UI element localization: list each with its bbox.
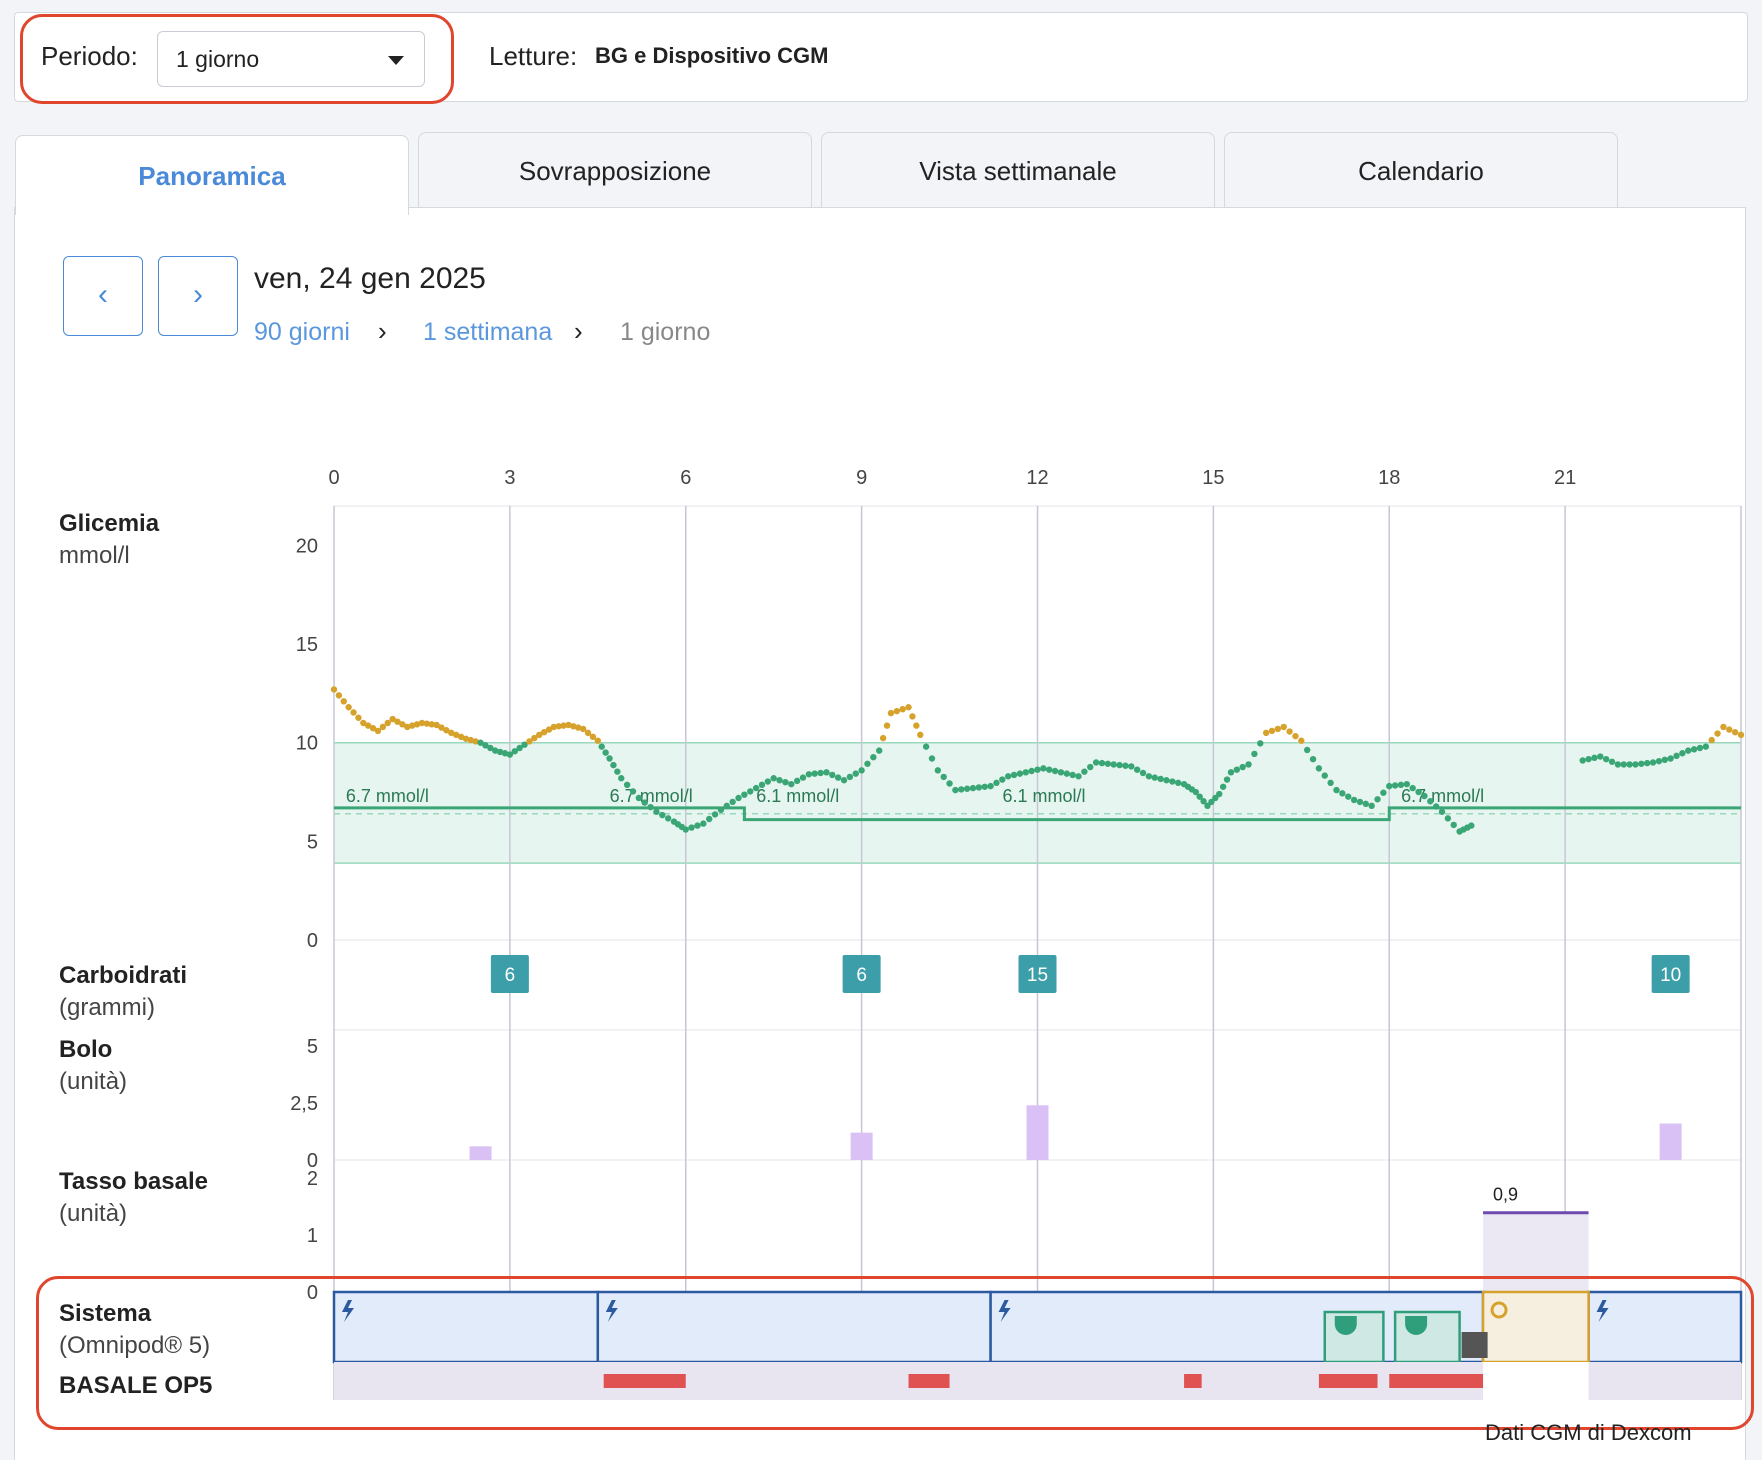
readings-value[interactable]: BG e Dispositivo CGM [595,43,829,68]
breadcrumb-90-days[interactable]: 90 giorni [254,318,350,346]
period-value: 1 giorno [176,46,260,72]
highlight-period [20,14,454,104]
filter-bar: Periodo: 1 giorno Letture: BG e Disposit… [14,12,1748,102]
basal-unit: (unità) [59,1200,128,1227]
system-title: Sistema [59,1300,152,1327]
system-unit: (Omnipod® 5) [59,1332,211,1359]
tab-calendario[interactable]: Calendario [1224,132,1618,208]
chevron-right-icon: › [193,278,203,311]
bolus-title: Bolo [59,1036,113,1063]
carbs-unit: (grammi) [59,994,155,1021]
basal-title: Tasso basale [59,1168,208,1195]
tab-vista-settimanale[interactable]: Vista settimanale [821,132,1215,208]
breadcrumb-1-week[interactable]: 1 settimana [423,318,553,346]
period-select[interactable]: 1 giorno [157,31,425,87]
next-day-button[interactable]: › [158,256,238,336]
bolus-unit: (unità) [59,1068,128,1095]
system-basal-label: BASALE OP5 [59,1372,213,1399]
overview-panel [14,207,1746,1460]
readings-label: Letture: [489,41,578,71]
carbs-title: Carboidrati [59,962,188,989]
breadcrumb-separator-icon: › [378,316,387,346]
period-label: Periodo: [41,41,138,71]
prev-day-button[interactable]: ‹ [63,256,143,336]
highlight-system [36,1276,1754,1430]
tab-sovrapposizione[interactable]: Sovrapposizione [418,132,812,208]
breadcrumb-1-day: 1 giorno [620,318,711,346]
cgm-credit: Dati CGM di Dexcom [1485,1420,1692,1445]
chevron-down-icon [388,56,404,65]
glucose-unit: mmol/l [59,542,130,569]
breadcrumb-separator-icon: › [574,316,583,346]
glucose-title: Glicemia [59,510,160,537]
chevron-left-icon: ‹ [98,278,108,311]
current-date: ven, 24 gen 2025 [254,262,486,295]
tab-panoramica[interactable]: Panoramica [15,135,409,215]
